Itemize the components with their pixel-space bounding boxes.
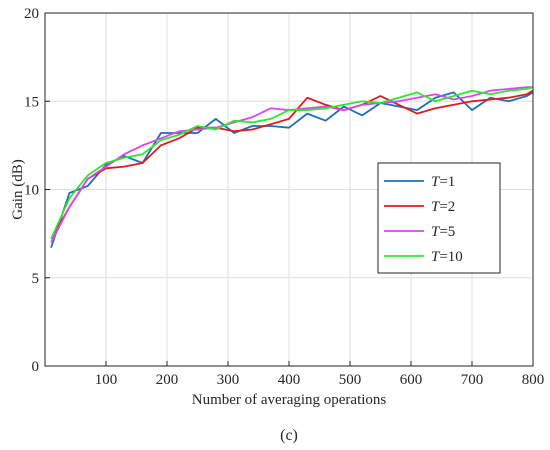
y-axis-title: Gain (dB) bbox=[10, 159, 26, 219]
data-series bbox=[50, 86, 534, 248]
legend-entry-variable: T bbox=[431, 249, 441, 265]
x-tick-label: 600 bbox=[400, 372, 423, 388]
x-tick-label: 100 bbox=[95, 372, 118, 388]
x-axis-title: Number of averaging operations bbox=[192, 392, 387, 408]
series-line-t1 bbox=[50, 91, 534, 248]
y-tick-label: 0 bbox=[32, 359, 40, 375]
x-tick-label: 300 bbox=[217, 372, 240, 388]
x-tick-label: 400 bbox=[278, 372, 301, 388]
legend-entry: T=1 bbox=[431, 174, 455, 190]
legend-entry-value: =10 bbox=[439, 249, 462, 265]
panel-caption: (c) bbox=[280, 427, 298, 444]
x-tick-label: 800 bbox=[522, 372, 545, 388]
y-tick-label: 15 bbox=[24, 94, 39, 110]
legend-entry: T=5 bbox=[431, 224, 455, 240]
y-tick-label: 10 bbox=[24, 183, 39, 199]
legend-entry-value: =5 bbox=[439, 224, 455, 240]
series-line-t10 bbox=[50, 86, 534, 240]
legend: T=1T=2T=5T=10 bbox=[377, 162, 501, 274]
x-tick-label: 200 bbox=[156, 372, 179, 388]
legend-entry: T=10 bbox=[431, 249, 463, 265]
legend-entry: T=2 bbox=[431, 199, 455, 215]
legend-entry-variable: T bbox=[431, 199, 441, 215]
y-tick-label: 5 bbox=[32, 271, 40, 287]
legend-entry-value: =2 bbox=[439, 199, 455, 215]
legend-entry-variable: T bbox=[431, 174, 441, 190]
y-tick-label: 20 bbox=[24, 6, 39, 22]
legend-entry-variable: T bbox=[431, 224, 441, 240]
x-tick-label: 700 bbox=[461, 372, 484, 388]
axis-ticks: 100 200 300 400 500 600 700 800 0 5 10 15 20 bbox=[24, 6, 544, 388]
legend-entry-value: =1 bbox=[439, 174, 455, 190]
x-tick-label: 500 bbox=[339, 372, 362, 388]
